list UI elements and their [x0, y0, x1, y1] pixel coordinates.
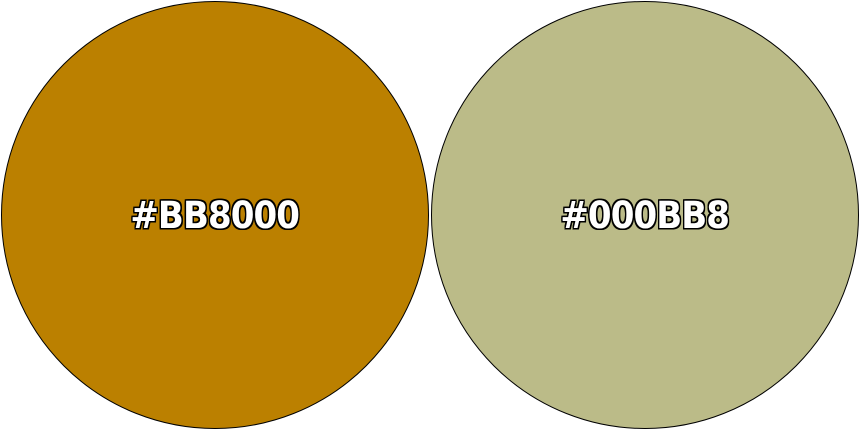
color-swatch-right: #000BB8 — [431, 1, 859, 429]
hex-code-label-left: #BB8000 — [130, 193, 301, 237]
hex-code-label-right: #000BB8 — [560, 193, 731, 237]
color-swatch-left: #BB8000 — [1, 1, 429, 429]
